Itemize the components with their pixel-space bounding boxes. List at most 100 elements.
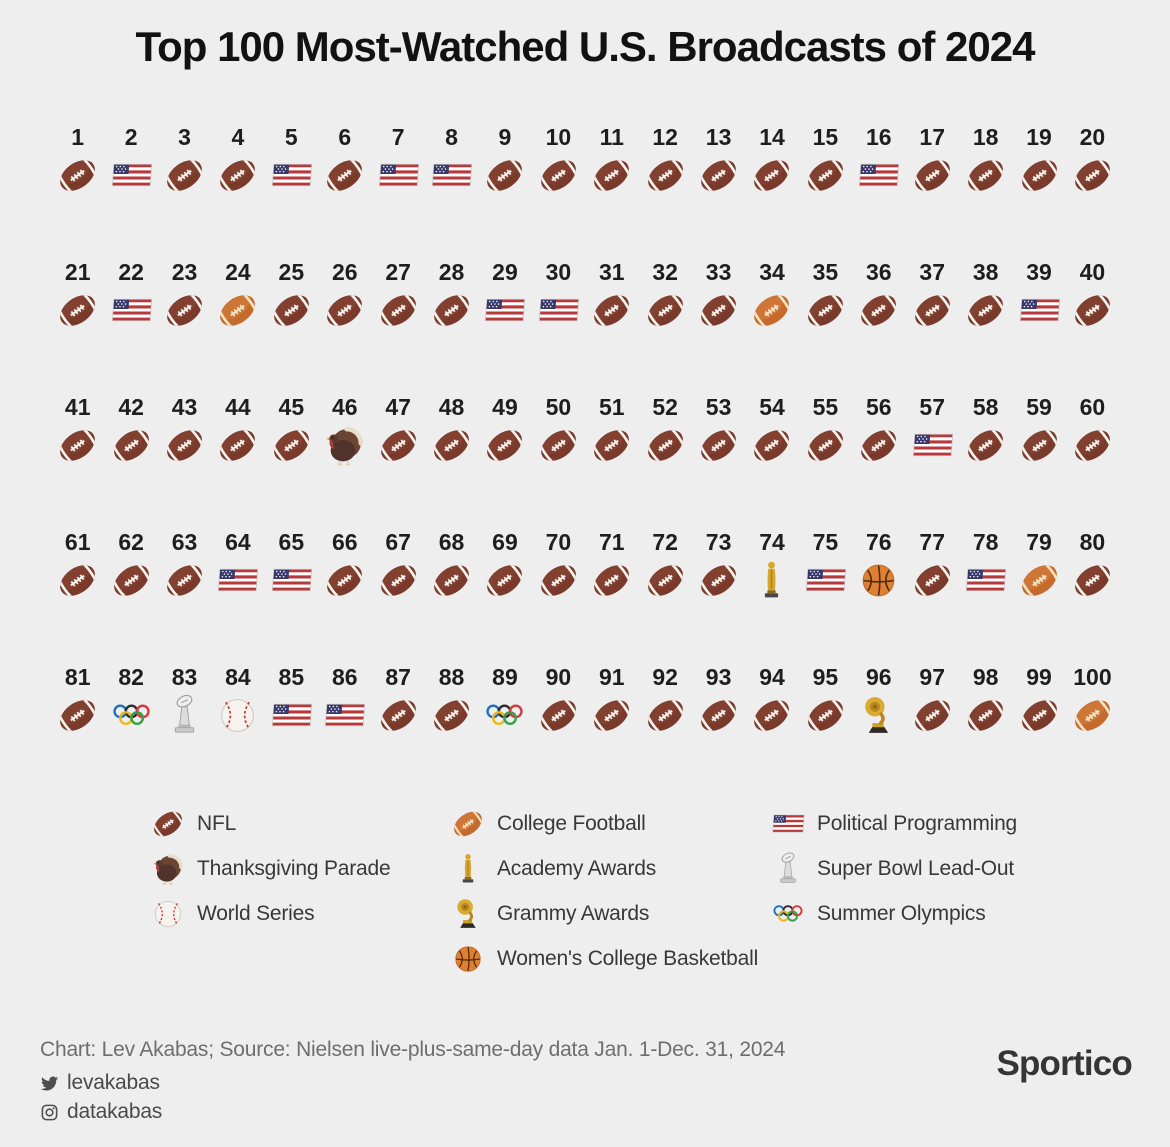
rank-grid: 1 2 3 4 5 6 7 8 9 10 11 12 13 14 15 16 17 18 19 20 21 22 23 24 2… [51, 124, 1119, 738]
football-icon [696, 423, 741, 468]
rank-number: 100 [1073, 664, 1112, 691]
rank-number: 67 [385, 529, 411, 556]
football-icon [322, 558, 367, 603]
footer: Chart: Lev Akabas; Source: Nielsen live-… [40, 1038, 785, 1129]
football-icon [109, 558, 154, 603]
college-football-icon [450, 806, 486, 842]
rank-row: 41 42 43 44 45 46 47 48 49 50 51 52 53 54 55 56 57 58 59 60 [51, 394, 1119, 468]
rank-cell: 10 [532, 124, 585, 198]
rank-number: 38 [972, 259, 999, 286]
rank-number: 80 [1079, 529, 1106, 556]
chart-credit: Chart: Lev Akabas; Source: Nielsen live-… [40, 1038, 786, 1061]
rank-number: 73 [705, 529, 732, 556]
football-icon [162, 558, 207, 603]
rank-number: 16 [866, 124, 892, 151]
rank-cell: 15 [799, 124, 852, 198]
rank-number: 9 [498, 124, 512, 151]
legend-item: Grammy Awards [450, 896, 770, 932]
rank-number: 20 [1079, 124, 1106, 151]
us-flag-icon [269, 558, 314, 603]
rank-number: 81 [64, 664, 91, 691]
rank-number: 93 [705, 664, 732, 691]
rank-cell: 75 [799, 529, 852, 603]
rank-number: 21 [64, 259, 91, 286]
college-football-icon [749, 288, 794, 333]
football-icon [749, 153, 794, 198]
oscar-statuette-icon [450, 851, 486, 887]
rank-cell: 61 [51, 529, 104, 603]
football-icon [643, 153, 688, 198]
football-icon [643, 558, 688, 603]
rank-number: 34 [759, 259, 785, 286]
rank-cell: 64 [211, 529, 264, 603]
football-icon [963, 423, 1008, 468]
us-flag-icon [963, 558, 1008, 603]
rank-number: 74 [759, 529, 785, 556]
football-icon [963, 153, 1008, 198]
rank-cell: 57 [906, 394, 959, 468]
rank-number: 95 [812, 664, 839, 691]
football-icon [803, 693, 848, 738]
rank-number: 11 [599, 124, 624, 151]
rank-number: 35 [812, 259, 839, 286]
olympic-rings-icon [482, 693, 527, 738]
rank-number: 54 [759, 394, 785, 421]
football-icon [910, 693, 955, 738]
rank-number: 40 [1079, 259, 1106, 286]
rank-cell: 100 [1066, 664, 1119, 738]
rank-cell: 94 [745, 664, 798, 738]
rank-number: 96 [866, 664, 892, 691]
football-icon [55, 558, 100, 603]
legend-item: College Football [450, 806, 770, 842]
football-icon [55, 693, 100, 738]
basketball-icon [450, 941, 486, 977]
football-icon [376, 558, 421, 603]
legend-column: NFL Thanksgiving Parade World Series [150, 806, 450, 986]
rank-cell: 51 [585, 394, 638, 468]
football-icon [536, 693, 581, 738]
rank-cell: 42 [104, 394, 157, 468]
football-icon [322, 153, 367, 198]
football-icon [696, 693, 741, 738]
rank-number: 87 [385, 664, 411, 691]
sportico-logo: Sportico [996, 1044, 1132, 1083]
rank-cell: 55 [799, 394, 852, 468]
rank-cell: 82 [104, 664, 157, 738]
legend-label: College Football [497, 812, 646, 836]
rank-cell: 40 [1066, 259, 1119, 333]
rank-cell: 79 [1012, 529, 1065, 603]
rank-number: 86 [331, 664, 358, 691]
rank-cell: 2 [104, 124, 157, 198]
rank-cell: 7 [371, 124, 424, 198]
rank-number: 41 [64, 394, 91, 421]
rank-cell: 98 [959, 664, 1012, 738]
rank-cell: 48 [425, 394, 478, 468]
rank-cell: 62 [104, 529, 157, 603]
rank-number: 19 [1026, 124, 1052, 151]
football-icon [803, 423, 848, 468]
football-icon [856, 423, 901, 468]
rank-number: 36 [866, 259, 892, 286]
football-icon [963, 288, 1008, 333]
rank-cell: 34 [745, 259, 798, 333]
rank-number: 99 [1026, 664, 1052, 691]
gramophone-icon [450, 896, 486, 932]
football-icon [643, 423, 688, 468]
rank-cell: 35 [799, 259, 852, 333]
us-flag-icon [376, 153, 421, 198]
football-icon [696, 288, 741, 333]
rank-number: 66 [331, 529, 358, 556]
rank-number: 68 [438, 529, 465, 556]
rank-cell: 93 [692, 664, 745, 738]
rank-cell: 52 [638, 394, 691, 468]
rank-number: 69 [492, 529, 518, 556]
rank-number: 92 [652, 664, 678, 691]
rank-number: 5 [284, 124, 298, 151]
rank-cell: 46 [318, 394, 371, 468]
rank-cell: 81 [51, 664, 104, 738]
rank-cell: 28 [425, 259, 478, 333]
football-icon [215, 153, 260, 198]
football-icon [1070, 288, 1115, 333]
football-icon [482, 153, 527, 198]
rank-cell: 86 [318, 664, 371, 738]
